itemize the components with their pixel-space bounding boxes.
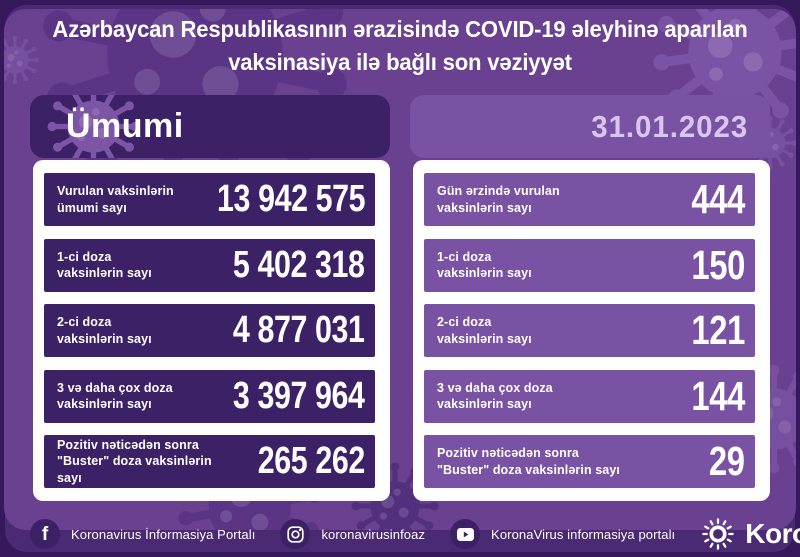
facebook-label: Koronavirus İnformasiya Portalı	[71, 526, 256, 542]
facebook-icon: f	[30, 519, 60, 549]
youtube-label: KoronaVirus informasiya portalı	[491, 526, 676, 542]
stat-row-daily-vaccines: Gün ərzində vurulan vaksinlərin sayı 444	[424, 173, 755, 226]
stat-row-booster-daily: Pozitiv nəticədən sonra "Buster" doza va…	[424, 435, 755, 488]
stat-label: 2-ci doza vaksinlərin sayı	[57, 315, 152, 346]
stat-value: 121	[691, 307, 745, 353]
stat-label: 3 və daha çox doza vaksinlərin sayı	[437, 380, 553, 412]
stat-row-dose3plus-total: 3 və daha çox doza vaksinlərin sayı 3 39…	[44, 369, 375, 423]
stat-label: Gün ərzində vurulan vaksinlərin sayı	[437, 184, 560, 215]
stat-label: 1-ci doza vaksinlərin sayı	[437, 249, 532, 281]
instagram-label: koronavirusinfoaz	[321, 526, 426, 542]
stat-value: 144	[691, 372, 745, 419]
total-stats-panel: Vurulan vaksinlərin ümumi sayı 13 942 57…	[33, 160, 390, 501]
stat-value: 13 942 575	[216, 178, 366, 220]
instagram-glyph	[287, 525, 304, 543]
page-title-line2: vaksinasiya ilə bağlı son vəziyyət	[228, 49, 572, 76]
stat-row-dose3plus-daily: 3 və daha çox doza vaksinlərin sayı 144	[424, 369, 755, 423]
total-panel-title: Ümumi	[66, 107, 184, 145]
stat-row-booster-total: Pozitiv nəticədən sonra "Buster" doza va…	[44, 435, 375, 488]
total-panel-header: Ümumi	[30, 95, 390, 158]
facebook-link[interactable]: f Koronavirus İnformasiya Portalı	[30, 519, 255, 549]
logo-text: KoronaVirus	[745, 518, 800, 549]
stat-value: 5 402 318	[233, 243, 365, 286]
virus-logo-icon	[700, 516, 736, 552]
youtube-link[interactable]: KoronaVirus informasiya portalı	[450, 519, 675, 549]
facebook-f-glyph: f	[41, 524, 49, 545]
report-date: 31.01.2023	[591, 108, 748, 144]
stat-value: 265 262	[257, 440, 365, 482]
stat-label: Vurulan vaksinlərin ümumi sayı	[57, 184, 174, 215]
instagram-icon	[280, 519, 311, 549]
stat-label: Pozitiv nəticədən sonra "Buster" doza va…	[57, 437, 212, 485]
stat-label: Pozitiv nəticədən sonra "Buster" doza va…	[437, 446, 620, 477]
page-title: Azərbaycan Respublikasının ərazisində CO…	[0, 13, 800, 80]
stat-row-dose2-total: 2-ci doza vaksinlərin sayı 4 877 031	[44, 304, 375, 357]
footer-bar: f Koronavirus İnformasiya Portalı korona…	[30, 516, 800, 552]
stat-row-dose1-total: 1-ci doza vaksinlərin sayı 5 402 318	[44, 238, 375, 292]
stat-value: 4 877 031	[233, 309, 365, 351]
instagram-link[interactable]: koronavirusinfoaz	[280, 519, 425, 549]
youtube-icon	[450, 519, 481, 549]
stat-value: 29	[709, 438, 745, 484]
daily-stats-panel: Gün ərzində vurulan vaksinlərin sayı 444…	[413, 160, 770, 501]
stat-label: 1-ci doza vaksinlərin sayı	[57, 249, 152, 281]
stat-value: 150	[691, 241, 745, 288]
stat-value: 444	[691, 176, 745, 222]
stat-label: 3 və daha çox doza vaksinlərin sayı	[57, 380, 173, 412]
stat-row-dose2-daily: 2-ci doza vaksinlərin sayı 121	[424, 304, 755, 357]
stat-value: 3 397 964	[233, 374, 365, 417]
page-title-line1: Azərbaycan Respublikasının ərazisində CO…	[52, 16, 748, 42]
daily-panel-header: 31.01.2023	[410, 95, 770, 158]
stat-label: 2-ci doza vaksinlərin sayı	[437, 315, 532, 346]
youtube-glyph	[456, 527, 474, 541]
stat-row-total-vaccines: Vurulan vaksinlərin ümumi sayı 13 942 57…	[44, 173, 375, 226]
stat-row-dose1-daily: 1-ci doza vaksinlərin sayı 150	[424, 238, 755, 292]
koronavirus-info-logo: KoronaVirus info	[700, 516, 800, 552]
